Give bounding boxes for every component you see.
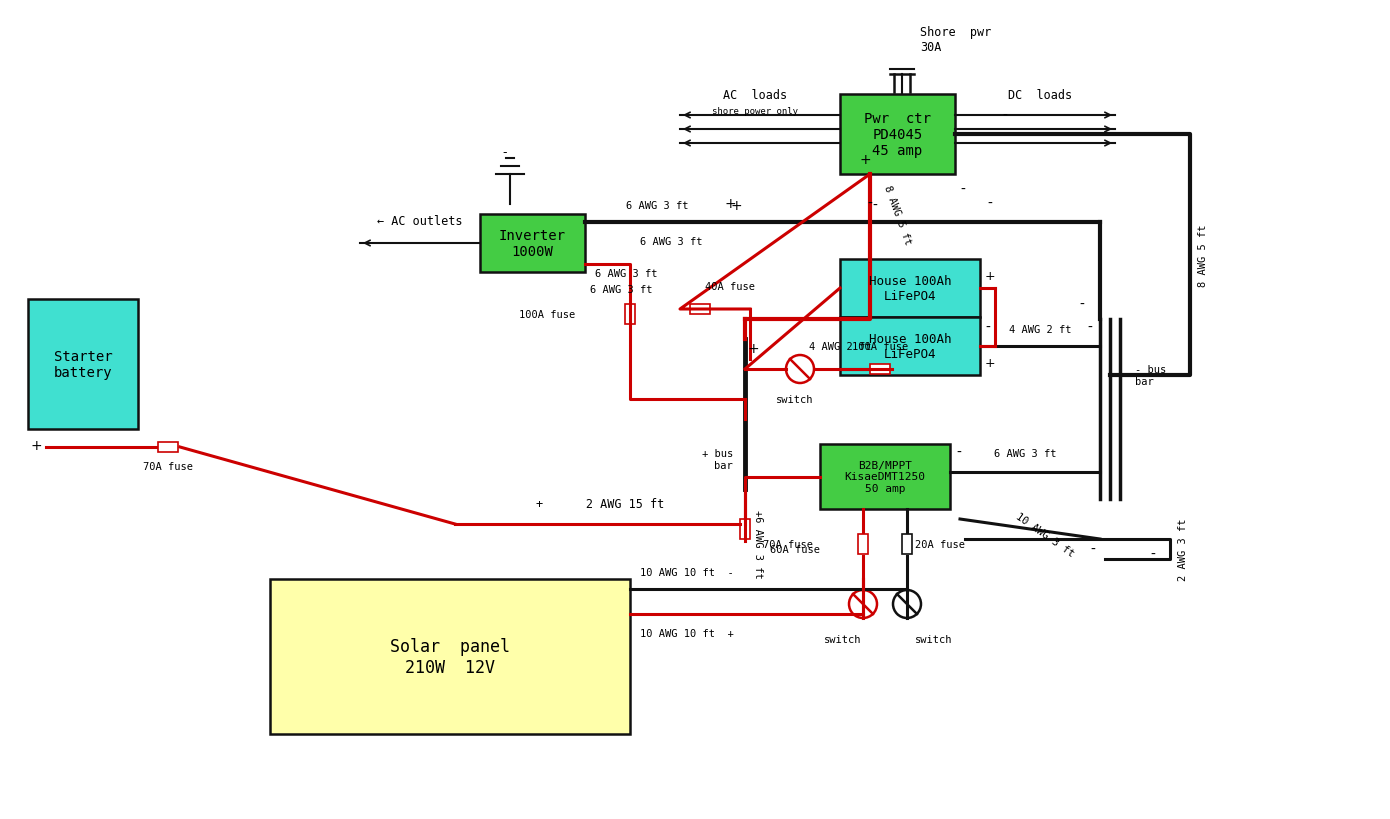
Text: -: - xyxy=(956,445,960,459)
Text: -: - xyxy=(960,183,966,197)
Text: Solar  panel
210W  12V: Solar panel 210W 12V xyxy=(391,637,510,676)
Text: 6 AWG 3 ft: 6 AWG 3 ft xyxy=(994,449,1056,459)
Text: + bus
bar: + bus bar xyxy=(702,449,733,470)
Text: 8 AWG 5 ft: 8 AWG 5 ft xyxy=(1198,224,1208,287)
Text: +: + xyxy=(730,199,742,213)
Text: DC  loads: DC loads xyxy=(1008,89,1072,102)
Text: B2B/MPPT
KisaeDMT1250
50 amp: B2B/MPPT KisaeDMT1250 50 amp xyxy=(845,460,926,494)
Bar xyxy=(739,519,751,540)
Text: Shore  pwr
30A: Shore pwr 30A xyxy=(920,26,991,54)
Text: 10 AWG 10 ft  +: 10 AWG 10 ft + xyxy=(639,628,734,638)
Bar xyxy=(480,215,585,273)
Text: -: - xyxy=(867,197,873,210)
Text: -: - xyxy=(1090,542,1095,556)
Text: -: - xyxy=(1087,320,1093,335)
Text: -: - xyxy=(986,320,990,335)
Text: - bus
bar: - bus bar xyxy=(1136,364,1166,387)
Bar xyxy=(858,534,867,554)
Text: 4 AWG 2 ft: 4 AWG 2 ft xyxy=(1009,324,1072,335)
Text: Pwr  ctr
PD4045
45 amp: Pwr ctr PD4045 45 amp xyxy=(865,111,931,158)
Text: -: - xyxy=(1150,547,1155,561)
Text: Inverter
1000W: Inverter 1000W xyxy=(499,229,566,259)
Text: 70A fuse: 70A fuse xyxy=(143,461,193,472)
Text: 10 AWG 10 ft  -: 10 AWG 10 ft - xyxy=(639,568,734,577)
Text: -: - xyxy=(1002,109,1008,123)
Bar xyxy=(840,95,955,174)
Bar xyxy=(626,305,635,324)
Bar xyxy=(840,260,980,318)
Text: 60A fuse: 60A fuse xyxy=(770,545,820,554)
Text: 20A fuse: 20A fuse xyxy=(915,540,965,550)
Bar xyxy=(270,579,630,734)
Text: House 100Ah
LiFePO4: House 100Ah LiFePO4 xyxy=(869,333,951,360)
Text: 100A fuse: 100A fuse xyxy=(518,310,575,319)
Bar xyxy=(902,534,912,554)
Text: +: + xyxy=(31,438,42,452)
Text: 8 AWG 5 ft: 8 AWG 5 ft xyxy=(883,183,913,246)
Text: AC  loads: AC loads xyxy=(723,89,787,102)
Text: switch: switch xyxy=(915,634,952,645)
Text: +: + xyxy=(986,356,995,369)
Text: 2 AWG 3 ft: 2 AWG 3 ft xyxy=(1177,518,1188,581)
Bar xyxy=(158,442,178,452)
Text: -: - xyxy=(1080,297,1084,311)
Bar xyxy=(820,445,949,509)
Text: shore power only: shore power only xyxy=(712,106,798,115)
Text: +: + xyxy=(748,342,759,355)
Text: 40A fuse: 40A fuse xyxy=(705,282,755,292)
Text: 100A fuse: 100A fuse xyxy=(852,342,908,351)
Text: +: + xyxy=(986,269,995,283)
Text: -: - xyxy=(873,199,877,213)
Text: 6 AWG 3 ft: 6 AWG 3 ft xyxy=(627,201,689,210)
Bar xyxy=(28,300,138,429)
Bar xyxy=(870,364,890,374)
Text: +: + xyxy=(724,197,735,210)
Bar xyxy=(689,305,710,314)
Text: 4 AWG 2 ft: 4 AWG 2 ft xyxy=(809,342,872,351)
Text: 6 AWG 3 ft: 6 AWG 3 ft xyxy=(595,269,657,278)
Text: switch: switch xyxy=(824,634,862,645)
Text: -: - xyxy=(503,147,507,160)
Text: House 100Ah
LiFePO4: House 100Ah LiFePO4 xyxy=(869,274,951,303)
Text: +: + xyxy=(859,153,870,167)
Text: 70A fuse: 70A fuse xyxy=(763,540,813,550)
Text: +6 AWG 3 ft: +6 AWG 3 ft xyxy=(753,509,763,578)
Text: -: - xyxy=(987,197,992,210)
Text: Starter
battery: Starter battery xyxy=(54,350,113,380)
Bar xyxy=(840,318,980,376)
Text: switch: switch xyxy=(776,395,813,405)
Text: 6 AWG 3 ft: 6 AWG 3 ft xyxy=(589,285,652,295)
Text: +      2 AWG 15 ft: + 2 AWG 15 ft xyxy=(537,497,664,510)
Text: ← AC outlets: ← AC outlets xyxy=(377,215,463,228)
Text: 6 AWG 3 ft: 6 AWG 3 ft xyxy=(639,237,702,247)
Text: 10 AWG 3 ft: 10 AWG 3 ft xyxy=(1013,510,1076,558)
